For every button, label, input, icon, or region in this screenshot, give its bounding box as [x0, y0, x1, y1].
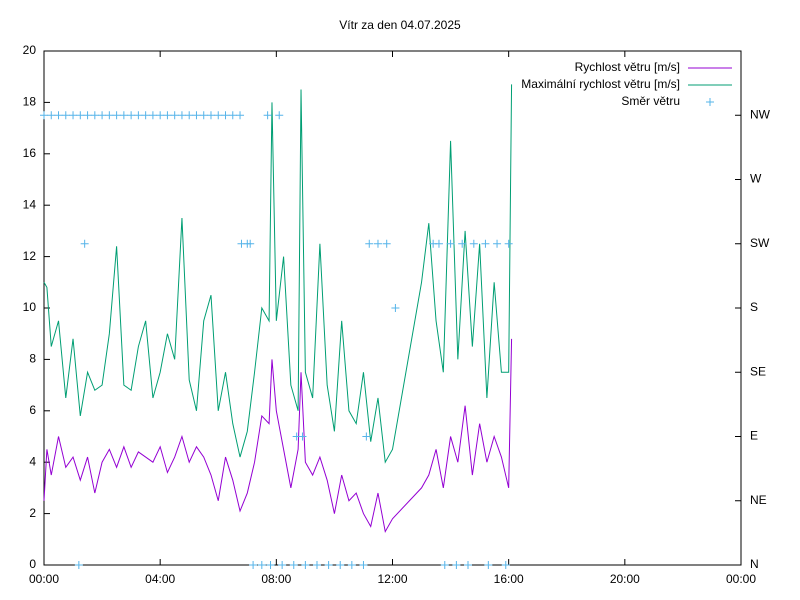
direction-point [228, 111, 237, 120]
direction-point [266, 561, 275, 569]
direction-point [481, 239, 490, 248]
direction-point [148, 111, 157, 120]
direction-point [365, 239, 374, 248]
direction-point [74, 561, 83, 569]
direction-point [440, 561, 449, 569]
series-line [43, 84, 513, 464]
x-tick-label: 20:00 [610, 572, 640, 586]
legend-label: Směr větru [621, 94, 680, 108]
direction-point [298, 432, 307, 441]
direction-point [119, 111, 128, 120]
direction-point [61, 111, 70, 120]
x-tick-label: 12:00 [377, 572, 407, 586]
y-tick-label: 20 [23, 43, 37, 57]
direction-point [192, 111, 201, 120]
direction-point [278, 561, 287, 569]
y-tick-label: 14 [23, 197, 37, 211]
y-tick-label: 12 [23, 249, 37, 263]
direction-point [458, 239, 467, 248]
direction-point [90, 111, 99, 120]
direction-point [47, 111, 56, 120]
direction-point [324, 561, 333, 569]
direction-point [69, 111, 78, 120]
y-tick-label: 0 [29, 557, 36, 571]
x-tick-label: 08:00 [261, 572, 291, 586]
direction-point [301, 561, 310, 569]
direction-point [362, 432, 371, 441]
direction-point [112, 111, 121, 120]
direction-point [373, 239, 382, 248]
direction-point [484, 561, 493, 569]
direction-point [446, 239, 455, 248]
direction-point [185, 111, 194, 120]
direction-point [134, 111, 143, 120]
y2-tick-label: SW [750, 236, 770, 250]
direction-point [98, 111, 107, 120]
direction-point [312, 561, 321, 569]
direction-point [246, 239, 255, 248]
direction-point [382, 239, 391, 248]
direction-point [141, 111, 150, 120]
y2-tick-label: SE [750, 364, 766, 378]
direction-point [54, 111, 63, 120]
direction-point [221, 111, 230, 120]
x-tick-label: 00:00 [29, 572, 59, 586]
y-tick-label: 6 [29, 403, 36, 417]
chart-title: Vítr za den 04.07.2025 [339, 18, 461, 32]
y-tick-label: 8 [29, 352, 36, 366]
direction-point [257, 561, 266, 569]
direction-point [464, 561, 473, 569]
direction-point [206, 111, 215, 120]
direction-point [391, 304, 400, 312]
legend-marker [706, 98, 714, 106]
y2-tick-label: N [750, 557, 759, 571]
x-tick-label: 00:00 [726, 572, 756, 586]
x-tick-label: 16:00 [494, 572, 524, 586]
direction-point [493, 239, 502, 248]
direction-point [214, 111, 223, 120]
direction-point [347, 561, 356, 569]
direction-point [163, 111, 172, 120]
direction-point [236, 111, 245, 120]
direction-point [40, 111, 48, 120]
y2-tick-label: NE [750, 493, 767, 507]
y2-tick-label: E [750, 429, 758, 443]
direction-point [127, 111, 136, 120]
direction-point [336, 561, 345, 569]
x-tick-label: 04:00 [145, 572, 175, 586]
series-line [43, 338, 513, 534]
direction-point [80, 239, 89, 248]
y-tick-label: 4 [29, 454, 36, 468]
direction-point [289, 561, 298, 569]
y2-tick-label: W [750, 172, 762, 186]
direction-point [83, 111, 92, 120]
direction-point [170, 111, 179, 120]
direction-point [469, 239, 478, 248]
direction-point [434, 239, 443, 248]
direction-point [156, 111, 165, 120]
direction-point [177, 111, 186, 120]
direction-point [359, 561, 368, 569]
direction-point [501, 561, 510, 569]
direction-point [249, 561, 258, 569]
legend-label: Rychlost větru [m/s] [575, 60, 680, 74]
y2-tick-label: NW [750, 107, 771, 121]
direction-point [504, 239, 513, 248]
y-tick-label: 2 [29, 506, 36, 520]
y-tick-label: 16 [23, 146, 37, 160]
y-tick-label: 18 [23, 95, 37, 109]
direction-point [275, 111, 284, 120]
direction-point [199, 111, 208, 120]
y-tick-label: 10 [23, 300, 37, 314]
legend-label: Maximální rychlost větru [m/s] [521, 77, 680, 91]
direction-point [105, 111, 114, 120]
direction-point [452, 561, 461, 569]
direction-point [76, 111, 85, 120]
direction-point [263, 111, 272, 120]
y2-tick-label: S [750, 300, 758, 314]
